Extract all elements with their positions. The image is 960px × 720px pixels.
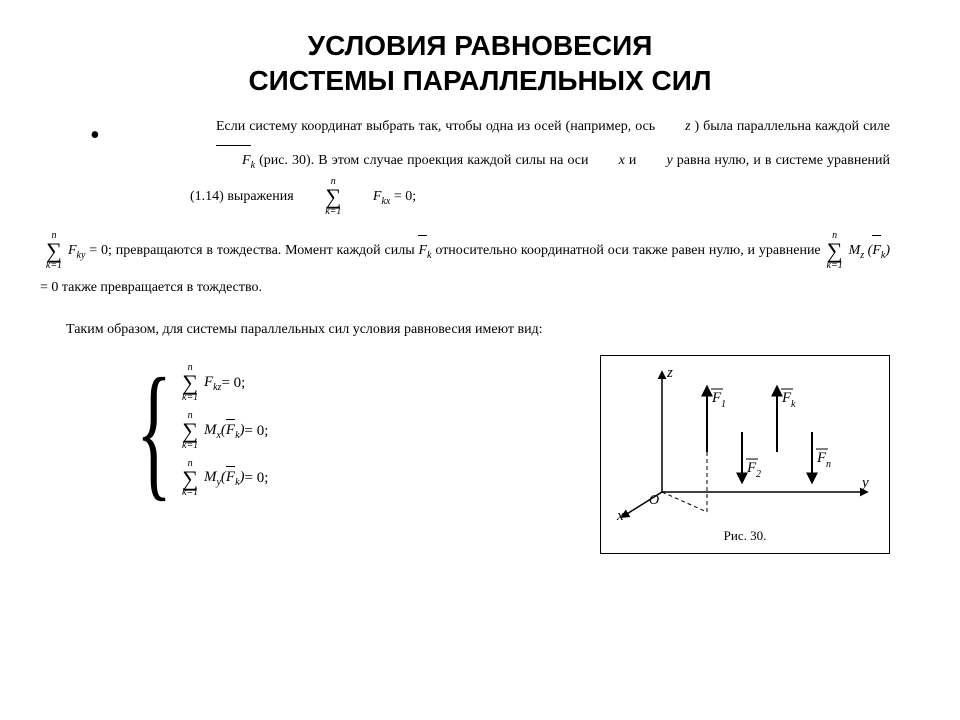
svg-text:k: k <box>791 399 796 410</box>
text-run: Если систему координат выбрать так, чтоб… <box>216 119 659 134</box>
math-x: x <box>593 144 625 178</box>
math-fk-bar2: Fk <box>418 234 431 268</box>
sum-fky: n ∑ k=1 <box>46 231 62 271</box>
text-run: (рис. 30). В этом случае проекция каждой… <box>259 153 592 168</box>
math-fky: Fky <box>68 234 85 268</box>
figure-svg: z y x O F1 Fk F2 Fn <box>607 362 883 522</box>
math-z: z <box>659 110 690 144</box>
math-y: y <box>640 144 672 178</box>
eq-mx: n ∑ k=1 Mx(Fk) = 0; <box>180 411 268 451</box>
svg-text:O: O <box>649 493 659 508</box>
brace-icon: { <box>136 371 172 491</box>
svg-text:x: x <box>616 508 624 522</box>
svg-text:z: z <box>666 365 673 381</box>
text-run: Таким образом, для системы параллельных … <box>66 322 543 337</box>
svg-text:1: 1 <box>721 399 726 410</box>
paragraph-3: Таким образом, для системы параллельных … <box>40 319 890 341</box>
paragraph-1: Если систему координат выбрать так, чтоб… <box>190 110 890 217</box>
text-run: относительно координатной оси также раве… <box>435 243 824 258</box>
title-line-1: УСЛОВИЯ РАВНОВЕСИЯ <box>308 30 653 61</box>
content-area: • Если систему координат выбрать так, чт… <box>190 110 890 554</box>
sum-mz: n ∑ k=1 <box>827 231 843 271</box>
bottom-row: { n ∑ k=1 Fkz = 0; n ∑ <box>70 355 890 554</box>
text-run: ) была параллельна каждой силе <box>695 119 890 134</box>
figure-30: z y x O F1 Fk F2 Fn Рис. 30. <box>600 355 890 554</box>
text-eq0: = 0; <box>394 190 416 205</box>
slide-page: УСЛОВИЯ РАВНОВЕСИЯ СИСТЕМЫ ПАРАЛЛЕЛЬНЫХ … <box>0 0 960 720</box>
eq-fkz: n ∑ k=1 Fkz = 0; <box>180 363 268 403</box>
page-title: УСЛОВИЯ РАВНОВЕСИЯ СИСТЕМЫ ПАРАЛЛЕЛЬНЫХ … <box>40 28 920 98</box>
math-fkx: Fkx <box>347 180 390 214</box>
svg-text:n: n <box>826 459 831 470</box>
math-fk-bar: Fk <box>190 144 255 178</box>
text-run: превращаются в тождества. Момент каждой … <box>116 243 419 258</box>
figure-caption: Рис. 30. <box>607 526 883 547</box>
title-line-2: СИСТЕМЫ ПАРАЛЛЕЛЬНЫХ СИЛ <box>248 65 711 96</box>
text-run: = 0 также превращается в тождество. <box>40 280 262 295</box>
eq-my: n ∑ k=1 My(Fk) = 0; <box>180 459 268 499</box>
equation-system: { n ∑ k=1 Fkz = 0; n ∑ <box>100 355 268 506</box>
math-mz: Mz (Fk) <box>849 234 890 268</box>
svg-text:y: y <box>860 475 869 491</box>
paragraph-2: n ∑ k=1 Fky = 0; превращаются в тождеств… <box>40 231 890 304</box>
text-run: и <box>629 153 641 168</box>
text-eq0: = 0; <box>89 243 112 258</box>
equation-column: n ∑ k=1 Fkz = 0; n ∑ k=1 Mx(Fk <box>180 355 268 506</box>
svg-text:2: 2 <box>756 469 761 480</box>
sum-fkx: n ∑ k=1 <box>299 177 341 217</box>
